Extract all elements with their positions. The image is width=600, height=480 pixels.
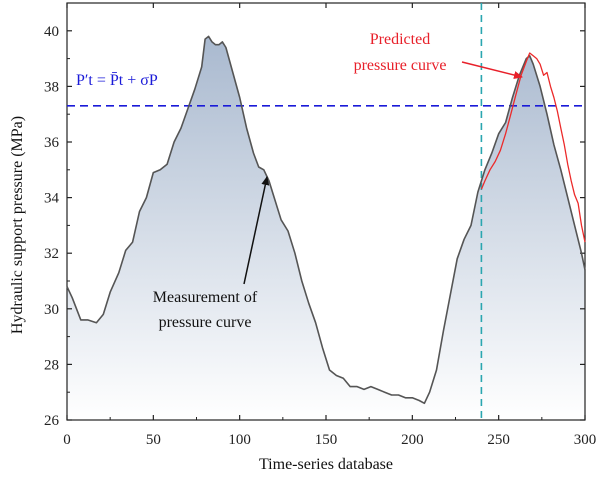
threshold-formula: P′t = P̄t + σP <box>76 72 158 89</box>
y-tick-label: 30 <box>44 302 59 318</box>
predicted-annotation-line2: pressure curve <box>354 57 447 74</box>
series-line-predicted <box>480 52 586 243</box>
x-tick-label: 0 <box>63 432 71 448</box>
x-tick-label: 250 <box>487 432 510 448</box>
y-tick-label: 28 <box>44 357 59 373</box>
x-tick-label: 300 <box>574 432 597 448</box>
x-axis-title: Time-series database <box>259 456 393 473</box>
y-tick-label: 40 <box>44 24 59 40</box>
y-tick-label: 26 <box>44 413 60 429</box>
measured-area-fill <box>67 36 585 421</box>
measured-annotation-line1: Measurement of <box>153 289 258 306</box>
y-axis-ticks: 26 28 30 32 34 36 38 40 <box>44 24 585 429</box>
x-tick-label: 50 <box>146 432 161 448</box>
y-tick-label: 32 <box>44 246 59 262</box>
y-tick-label: 36 <box>44 135 60 151</box>
x-axis-ticks: 0 50 100 150 200 250 300 <box>63 3 596 448</box>
series-line-measured <box>66 35 586 405</box>
x-tick-label: 200 <box>401 432 424 448</box>
predicted-annotation-arrow <box>461 61 523 79</box>
x-tick-label: 100 <box>228 432 251 448</box>
predicted-annotation-line1: Predicted <box>370 31 430 48</box>
y-tick-label: 38 <box>44 79 59 95</box>
x-tick-label: 150 <box>315 432 338 448</box>
y-axis-title: Hydraulic support pressure (MPa) <box>9 116 26 334</box>
measured-annotation-arrow <box>243 176 270 285</box>
measured-annotation-line2: pressure curve <box>159 314 252 331</box>
y-tick-label: 34 <box>44 191 60 207</box>
